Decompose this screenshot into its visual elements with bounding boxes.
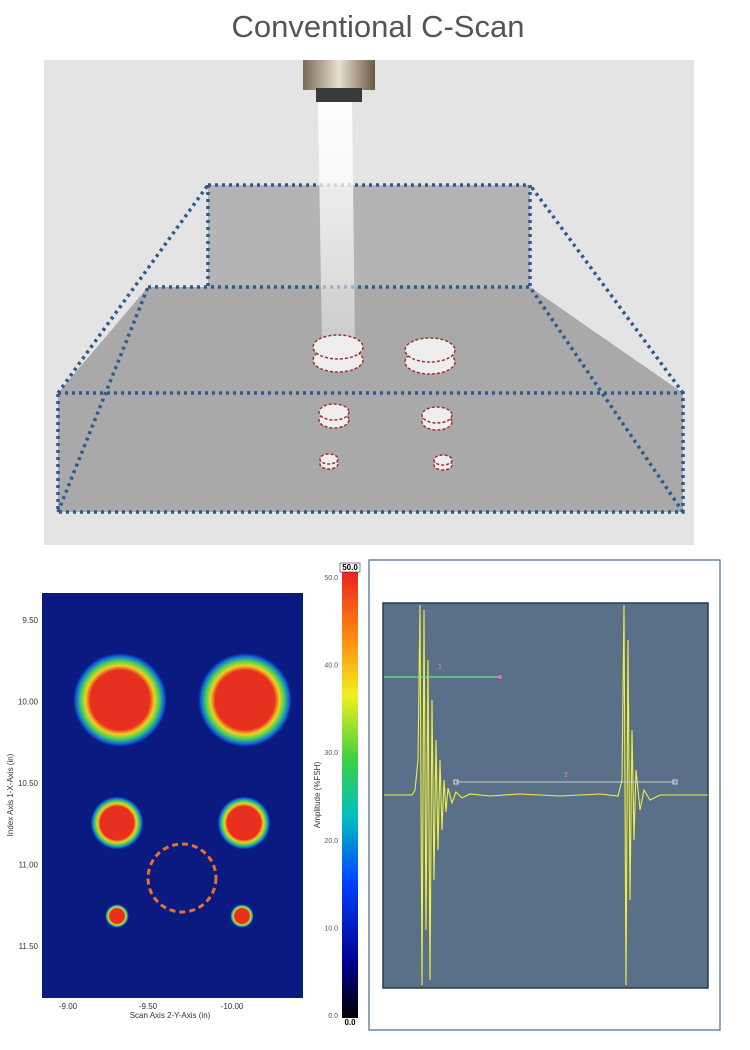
colorbar-max: 50.0 [342,563,358,572]
c-scan-image [42,593,303,998]
a-scan [368,559,721,1031]
y-tick-label: 10.50 [18,779,39,788]
colorbar-tick-label: 30.0 [324,750,338,757]
colorbar [342,570,358,1018]
colorbar-tick-label: 20.0 [324,838,338,845]
colorbar-min: 0.0 [344,1018,356,1027]
x-axis-label: Scan Axis 2-Y-Axis (in) [130,1011,211,1020]
y-tick-label: 10.00 [18,698,39,707]
y-tick-label: 11.50 [19,942,39,951]
illustration [44,60,694,545]
colorbar-tick-label: 0.0 [328,1013,338,1020]
marker-label: 1 [438,664,442,671]
y-axis-label: Index Axis 1-X-Axis (in) [6,753,15,836]
x-tick-label: -9.50 [139,1002,158,1011]
x-tick-label: -9.00 [59,1002,78,1011]
y-tick-label: 11.00 [19,861,39,870]
colorbar-tick-label: 10.0 [324,925,338,932]
title: Conventional C-Scan [232,9,525,44]
marker-label: 2 [564,772,568,779]
colorbar-label: Amplitude (%FSH) [313,762,322,829]
colorbar-tick-label: 40.0 [324,663,338,670]
colorbar-tick-label: 50.0 [324,575,338,582]
x-tick-label: -10.00 [221,1002,244,1011]
y-tick-label: 9.50 [22,616,38,625]
